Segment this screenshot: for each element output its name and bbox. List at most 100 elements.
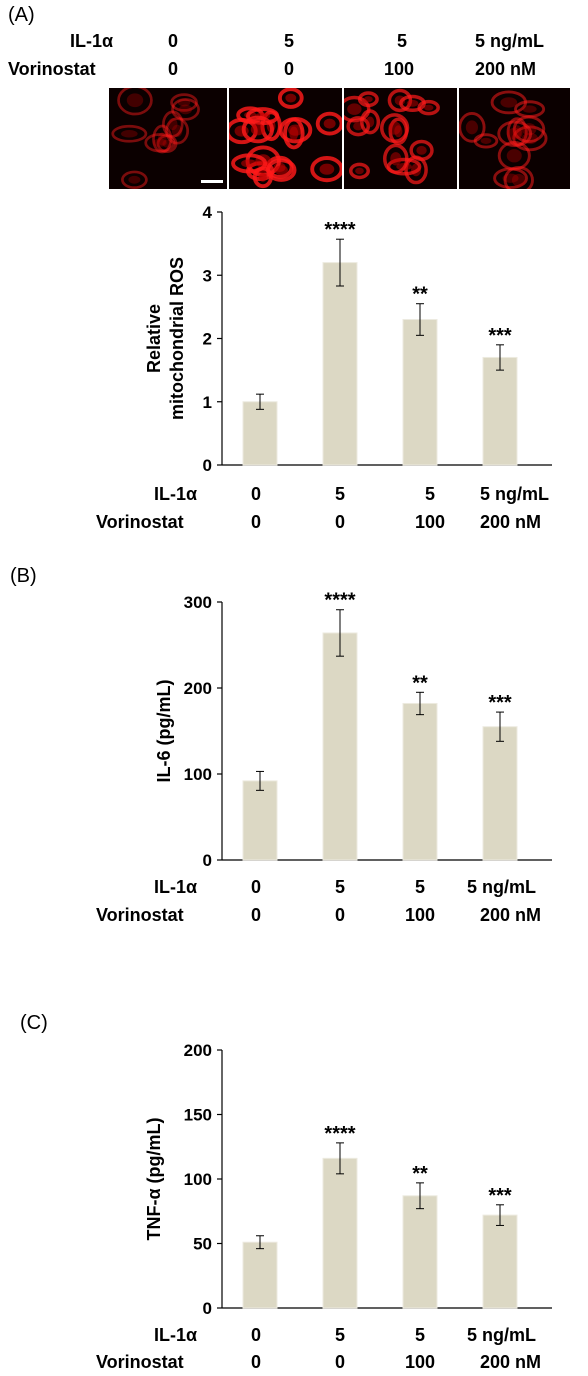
x-tick-label-vorinostat: 100 [415, 512, 445, 532]
bar [482, 356, 518, 466]
significance-marker: **** [324, 219, 355, 241]
row-label-il1a: IL-1α [154, 484, 197, 504]
cell-blob [171, 98, 200, 121]
micrograph-vorinostat-100-image [344, 88, 440, 185]
cell-nucleus [128, 175, 141, 184]
cell-nucleus [355, 167, 364, 175]
x-tick-label-il1a: 5 [335, 484, 345, 504]
micrograph-il1a-vorinostat-100 [344, 88, 457, 189]
cell-blob [231, 153, 268, 174]
header-vorinostat-value: 0 [284, 59, 295, 79]
cell-nucleus [289, 126, 299, 141]
x-tick-label-vorinostat: 0 [251, 905, 261, 925]
panel-label-b: (B) [10, 565, 37, 587]
cell-blob [117, 88, 153, 116]
header-il1a-value: 5 [397, 31, 408, 51]
x-tick-label-il1a: 5 ng/mL [467, 1325, 536, 1345]
cell-blob [497, 120, 533, 147]
bar [322, 262, 358, 466]
y-tick-label: 0 [203, 1299, 212, 1318]
y-tick-label: 1 [203, 393, 212, 412]
cell-blob [387, 88, 413, 113]
cell-nucleus [285, 93, 297, 103]
cell-nucleus [179, 104, 193, 115]
cell-blob [399, 94, 426, 112]
y-axis-label: mitochondrial ROS [167, 257, 187, 420]
x-tick-label-il1a: 0 [251, 1325, 261, 1345]
x-tick-label-il1a: 5 [415, 877, 425, 897]
cell-nucleus [323, 118, 336, 129]
cell-nucleus [506, 149, 522, 163]
y-tick-label: 4 [203, 203, 213, 222]
cell-blob [121, 170, 148, 189]
cell-blob [144, 133, 176, 153]
cell-nucleus [162, 139, 172, 148]
panel-label-a: (A) [8, 4, 35, 26]
cell-blob [283, 117, 305, 150]
bar [402, 702, 438, 861]
cell-blob [360, 109, 381, 135]
x-tick-label-vorinostat: 0 [251, 1352, 261, 1372]
x-tick-label-il1a: 0 [251, 484, 261, 504]
row-label-vorinostat: Vorinostat [96, 1352, 184, 1372]
micrograph-vorinostat-200-image [459, 90, 548, 189]
significance-marker: *** [488, 1185, 512, 1207]
significance-marker: **** [324, 1123, 355, 1145]
x-tick-label-il1a: 5 [415, 1325, 425, 1345]
cell-nucleus [250, 123, 265, 136]
header-row2-label: Vorinostat [8, 59, 96, 79]
y-axis-label: Relative [144, 304, 164, 373]
header-row1-label: IL-1α [70, 31, 114, 51]
cell-nucleus [126, 93, 144, 108]
y-tick-label: 2 [203, 330, 212, 349]
cell-blob [346, 116, 371, 137]
significance-marker: *** [488, 692, 512, 714]
cell-nucleus [121, 130, 138, 138]
x-tick-label-il1a: 5 [425, 484, 435, 504]
bar [242, 780, 278, 861]
x-tick-label-vorinostat: 0 [335, 512, 345, 532]
y-tick-label: 50 [193, 1235, 212, 1254]
x-tick-label-vorinostat: 200 nM [480, 905, 541, 925]
significance-marker: *** [488, 325, 512, 347]
cell-nucleus [157, 132, 167, 146]
x-tick-label-vorinostat: 0 [335, 905, 345, 925]
row-label-il1a: IL-1α [154, 877, 197, 897]
cell-nucleus [511, 173, 526, 187]
cell-blob [170, 93, 198, 112]
cell-blob [245, 107, 280, 126]
cell-nucleus [423, 104, 434, 111]
header-il1a-value: 5 ng/mL [475, 31, 545, 51]
cell-blob [162, 110, 184, 138]
row-label-vorinostat: Vorinostat [96, 512, 184, 532]
cell-blob [241, 115, 274, 144]
micrograph-il1a-vorinostat-200 [459, 88, 570, 189]
cell-blob [344, 95, 371, 123]
cell-nucleus [241, 159, 258, 168]
y-tick-label: 3 [203, 266, 212, 285]
x-tick-label-il1a: 5 ng/mL [480, 484, 549, 504]
cell-blob [514, 100, 546, 118]
y-tick-label: 200 [184, 679, 212, 698]
y-tick-label: 300 [184, 593, 212, 612]
y-axis-label: IL-6 (pg/mL) [154, 680, 174, 783]
header-il1a-value: 0 [168, 31, 179, 51]
panel-label-c: (C) [20, 1012, 48, 1034]
cell-nucleus [522, 105, 537, 113]
cell-blob [277, 88, 304, 109]
micrograph-control [109, 88, 227, 189]
bar [482, 1214, 518, 1309]
x-tick-label-il1a: 5 [335, 877, 345, 897]
cell-nucleus [416, 145, 427, 155]
cell-blob [512, 125, 548, 152]
cell-nucleus [347, 103, 362, 115]
micrograph-control-image [111, 88, 200, 189]
cell-blob [473, 133, 499, 149]
cell-nucleus [390, 152, 402, 166]
x-tick-label-vorinostat: 0 [251, 512, 261, 532]
row-label-il1a: IL-1α [154, 1325, 197, 1345]
bar [482, 726, 518, 861]
